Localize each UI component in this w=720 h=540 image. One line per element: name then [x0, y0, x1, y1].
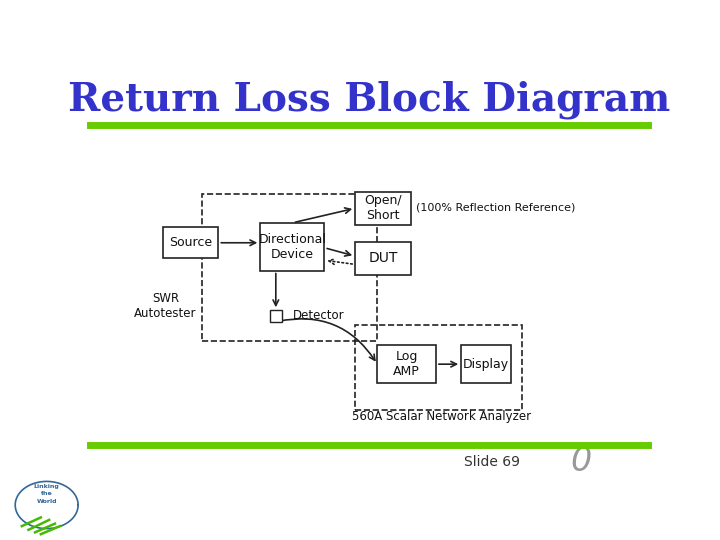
Text: (100% Reflection Reference): (100% Reflection Reference) [416, 202, 576, 212]
Text: Source: Source [169, 236, 212, 249]
Text: SWR
Autotester: SWR Autotester [134, 292, 197, 320]
Text: DUT: DUT [368, 251, 397, 265]
Bar [260, 223, 324, 271]
Text: World: World [37, 499, 57, 504]
Bar [461, 346, 511, 383]
Bar [202, 194, 377, 341]
Text: Open/
Short: Open/ Short [364, 194, 402, 222]
Text: 560A Scalar Network Analyzer: 560A Scalar Network Analyzer [352, 410, 531, 423]
Bar [355, 192, 411, 225]
Text: Display: Display [463, 357, 509, 370]
Text: 0: 0 [570, 446, 592, 478]
Bar [355, 241, 411, 275]
Text: the: the [41, 491, 53, 496]
Text: Return Loss Block Diagram: Return Loss Block Diagram [68, 81, 670, 119]
Bar [377, 346, 436, 383]
Text: Slide 69: Slide 69 [464, 455, 520, 469]
Bar [163, 227, 218, 258]
Text: Directional
Device: Directional Device [258, 233, 326, 261]
Text: Linking: Linking [34, 484, 60, 489]
Text: Log
AMP: Log AMP [393, 350, 420, 378]
Bar [355, 325, 523, 410]
Text: Detector: Detector [292, 309, 344, 322]
Bar [270, 310, 282, 322]
